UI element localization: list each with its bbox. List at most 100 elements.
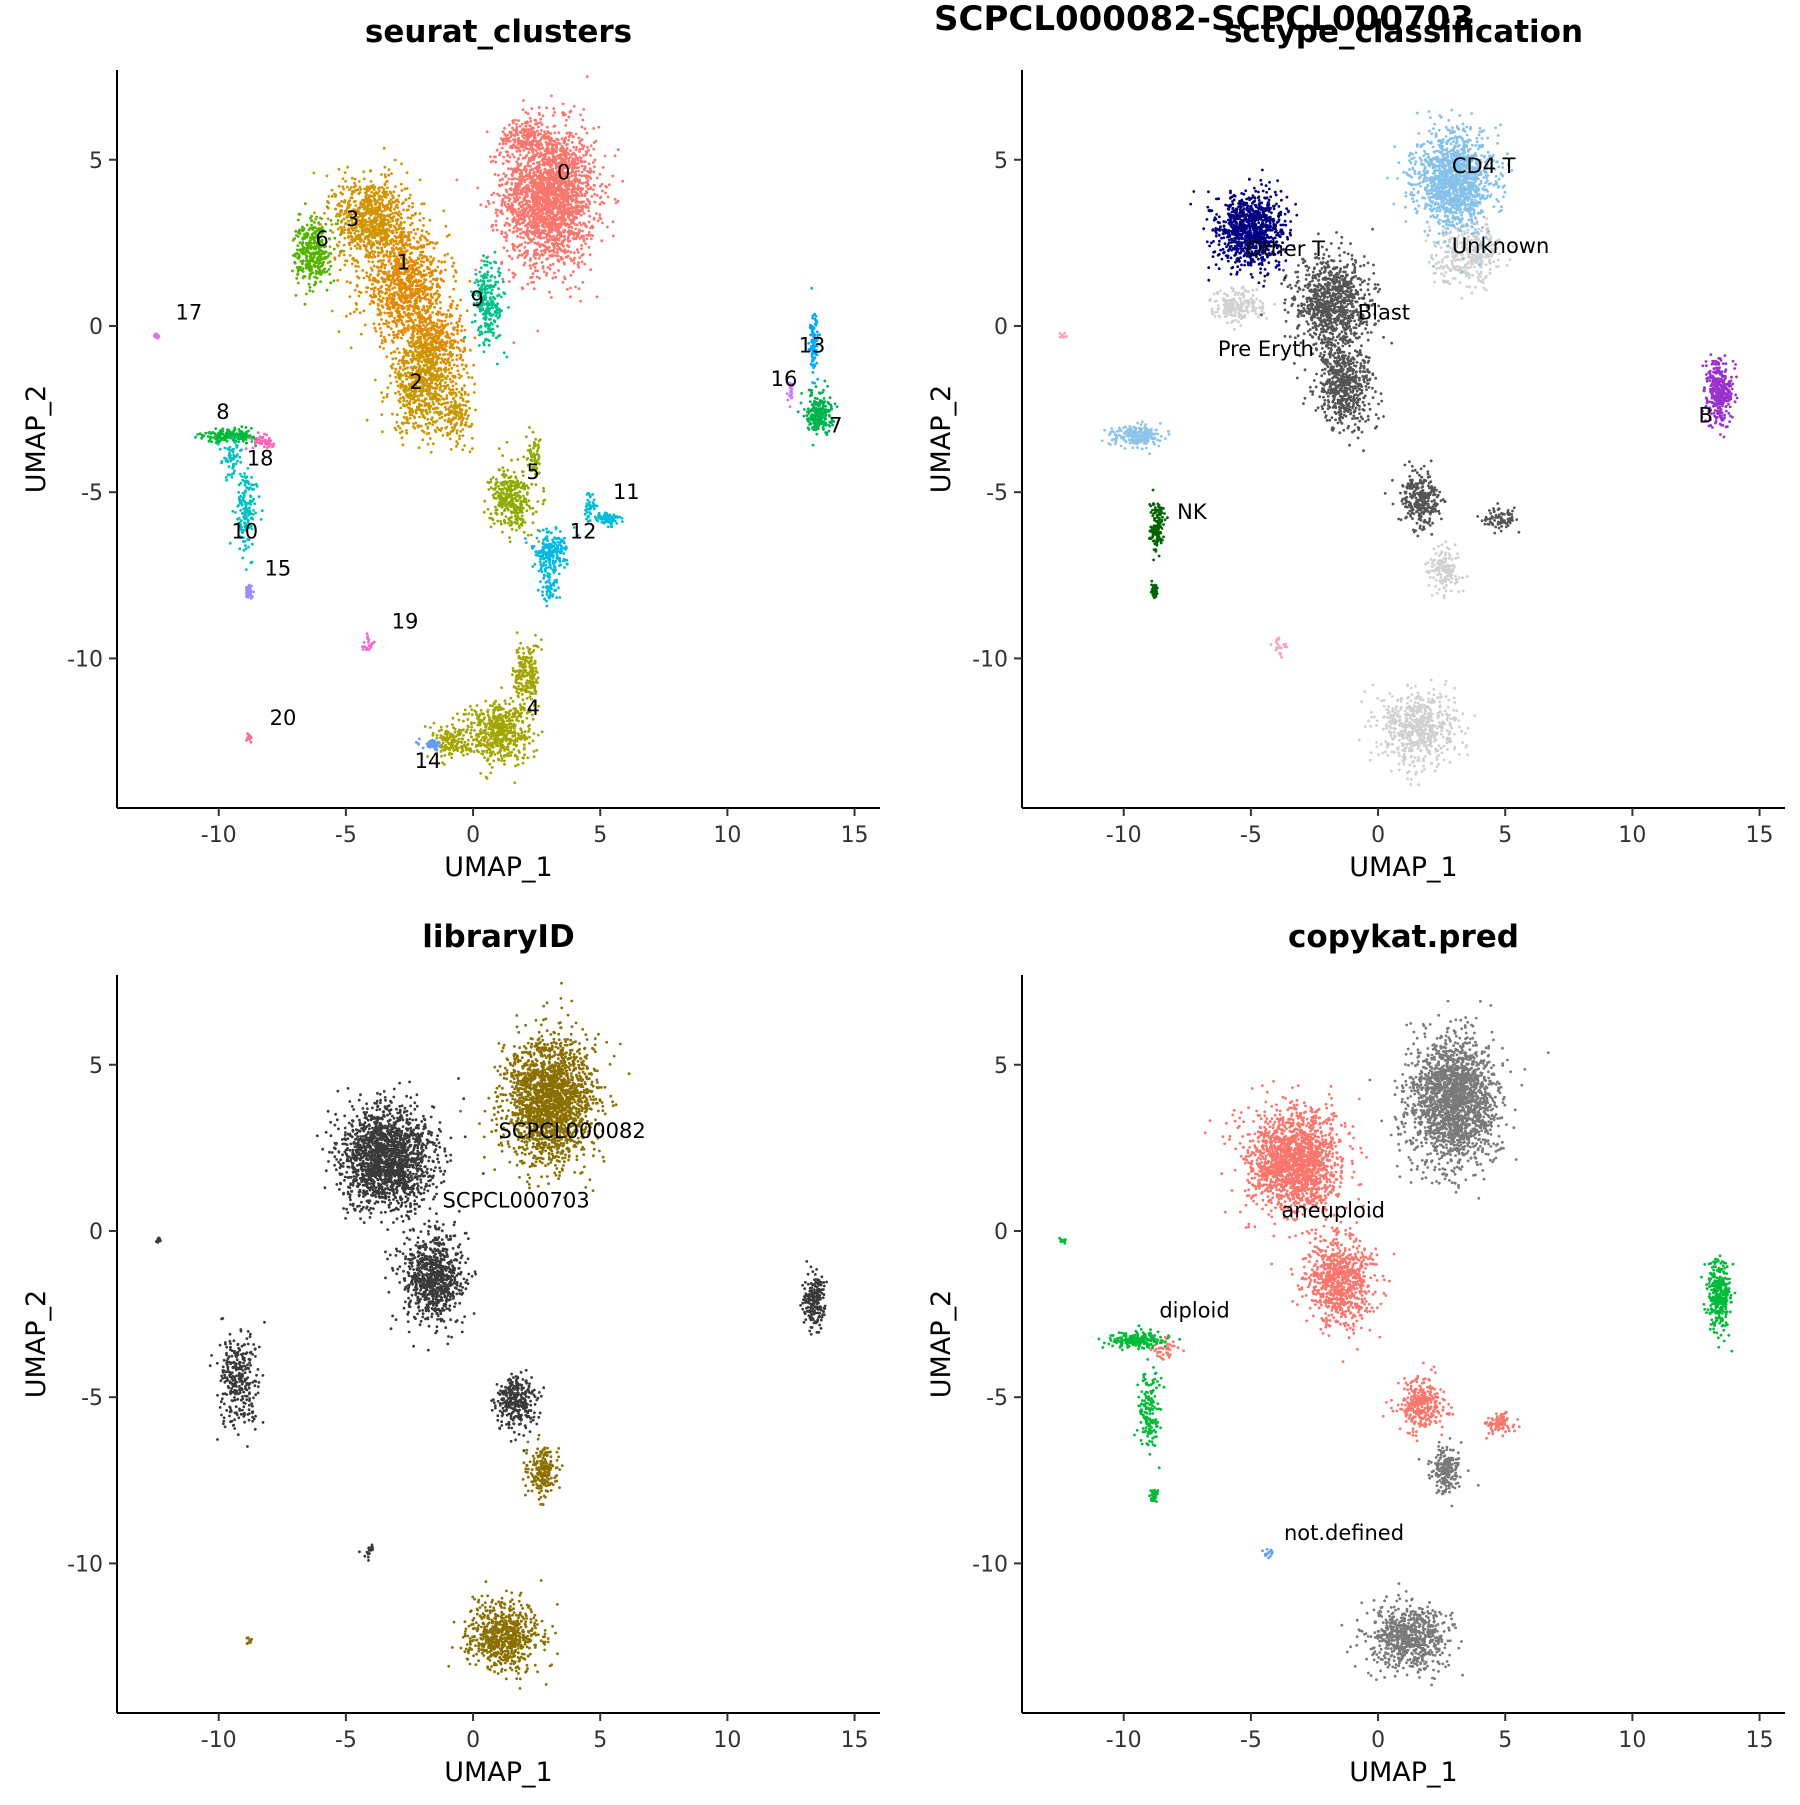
- data-point: [422, 246, 425, 249]
- data-point: [573, 174, 576, 177]
- data-point: [469, 450, 472, 453]
- data-point: [398, 351, 401, 354]
- data-point: [346, 280, 349, 283]
- data-point: [405, 429, 408, 432]
- data-point: [387, 255, 390, 258]
- data-point: [374, 286, 377, 289]
- data-point: [572, 136, 575, 139]
- data-point: [499, 210, 502, 213]
- data-point: [400, 407, 403, 410]
- data-point: [512, 208, 515, 211]
- data-point: [404, 282, 407, 285]
- data-point: [542, 146, 545, 149]
- data-point: [429, 299, 432, 302]
- data-point: [535, 221, 538, 224]
- data-point: [471, 447, 474, 450]
- data-point: [382, 322, 385, 325]
- data-point: [533, 179, 536, 182]
- data-point: [545, 133, 548, 136]
- data-point: [614, 154, 617, 157]
- data-point: [534, 167, 537, 170]
- data-point: [546, 143, 549, 146]
- data-point: [434, 300, 437, 303]
- data-point: [435, 302, 438, 305]
- data-point: [413, 324, 416, 327]
- data-point: [540, 250, 543, 253]
- data-point: [393, 299, 396, 302]
- data-point: [398, 375, 401, 378]
- data-point: [532, 190, 535, 193]
- data-point: [423, 309, 426, 312]
- data-point: [450, 423, 453, 426]
- data-point: [454, 416, 457, 419]
- data-point: [411, 283, 414, 286]
- data-point: [407, 422, 410, 425]
- data-point: [583, 263, 586, 266]
- data-point: [423, 255, 426, 258]
- data-point: [581, 254, 584, 257]
- data-point: [537, 252, 540, 255]
- data-point: [431, 364, 434, 367]
- data-point: [534, 266, 537, 269]
- data-point: [571, 184, 574, 187]
- data-point: [364, 324, 367, 327]
- data-point: [418, 360, 421, 363]
- data-point: [454, 375, 457, 378]
- data-point: [419, 341, 422, 344]
- data-point: [455, 423, 458, 426]
- data-point: [466, 372, 469, 375]
- data-point: [376, 266, 379, 269]
- data-point: [448, 296, 451, 299]
- data-point: [436, 266, 439, 269]
- data-point: [426, 432, 429, 435]
- data-point: [513, 230, 516, 233]
- data-point: [429, 437, 432, 440]
- data-point: [449, 340, 452, 343]
- data-point: [390, 282, 393, 285]
- data-point: [539, 233, 542, 236]
- data-point: [412, 422, 415, 425]
- data-point: [382, 262, 385, 265]
- data-point: [459, 349, 462, 352]
- data-point: [548, 291, 551, 294]
- data-point: [358, 277, 361, 280]
- data-point: [531, 231, 534, 234]
- data-point: [448, 372, 451, 375]
- data-point: [503, 236, 506, 239]
- data-point: [576, 157, 579, 160]
- data-point: [401, 380, 404, 383]
- data-point: [578, 256, 581, 259]
- data-point: [573, 262, 576, 265]
- data-point: [567, 204, 570, 207]
- data-point: [458, 435, 461, 438]
- data-point: [445, 225, 448, 228]
- data-point: [423, 291, 426, 294]
- data-point: [510, 182, 513, 185]
- data-point: [462, 350, 465, 353]
- data-point: [530, 221, 533, 224]
- data-point: [581, 260, 584, 263]
- data-point: [508, 124, 511, 127]
- data-point: [391, 413, 394, 416]
- data-point: [526, 206, 529, 209]
- data-point: [580, 244, 583, 247]
- data-point: [412, 271, 415, 274]
- data-point: [574, 286, 577, 289]
- data-point: [448, 417, 451, 420]
- data-point: [405, 277, 408, 280]
- data-point: [521, 123, 524, 126]
- data-point: [435, 342, 438, 345]
- data-point: [441, 339, 444, 342]
- data-point: [453, 363, 456, 366]
- data-point: [423, 275, 426, 278]
- data-point: [513, 190, 516, 193]
- data-point: [446, 434, 449, 437]
- data-point: [542, 115, 545, 118]
- data-point: [441, 416, 444, 419]
- data-point: [455, 395, 458, 398]
- data-point: [430, 295, 433, 298]
- data-point: [534, 226, 537, 229]
- data-point: [558, 184, 561, 187]
- data-point: [525, 125, 528, 128]
